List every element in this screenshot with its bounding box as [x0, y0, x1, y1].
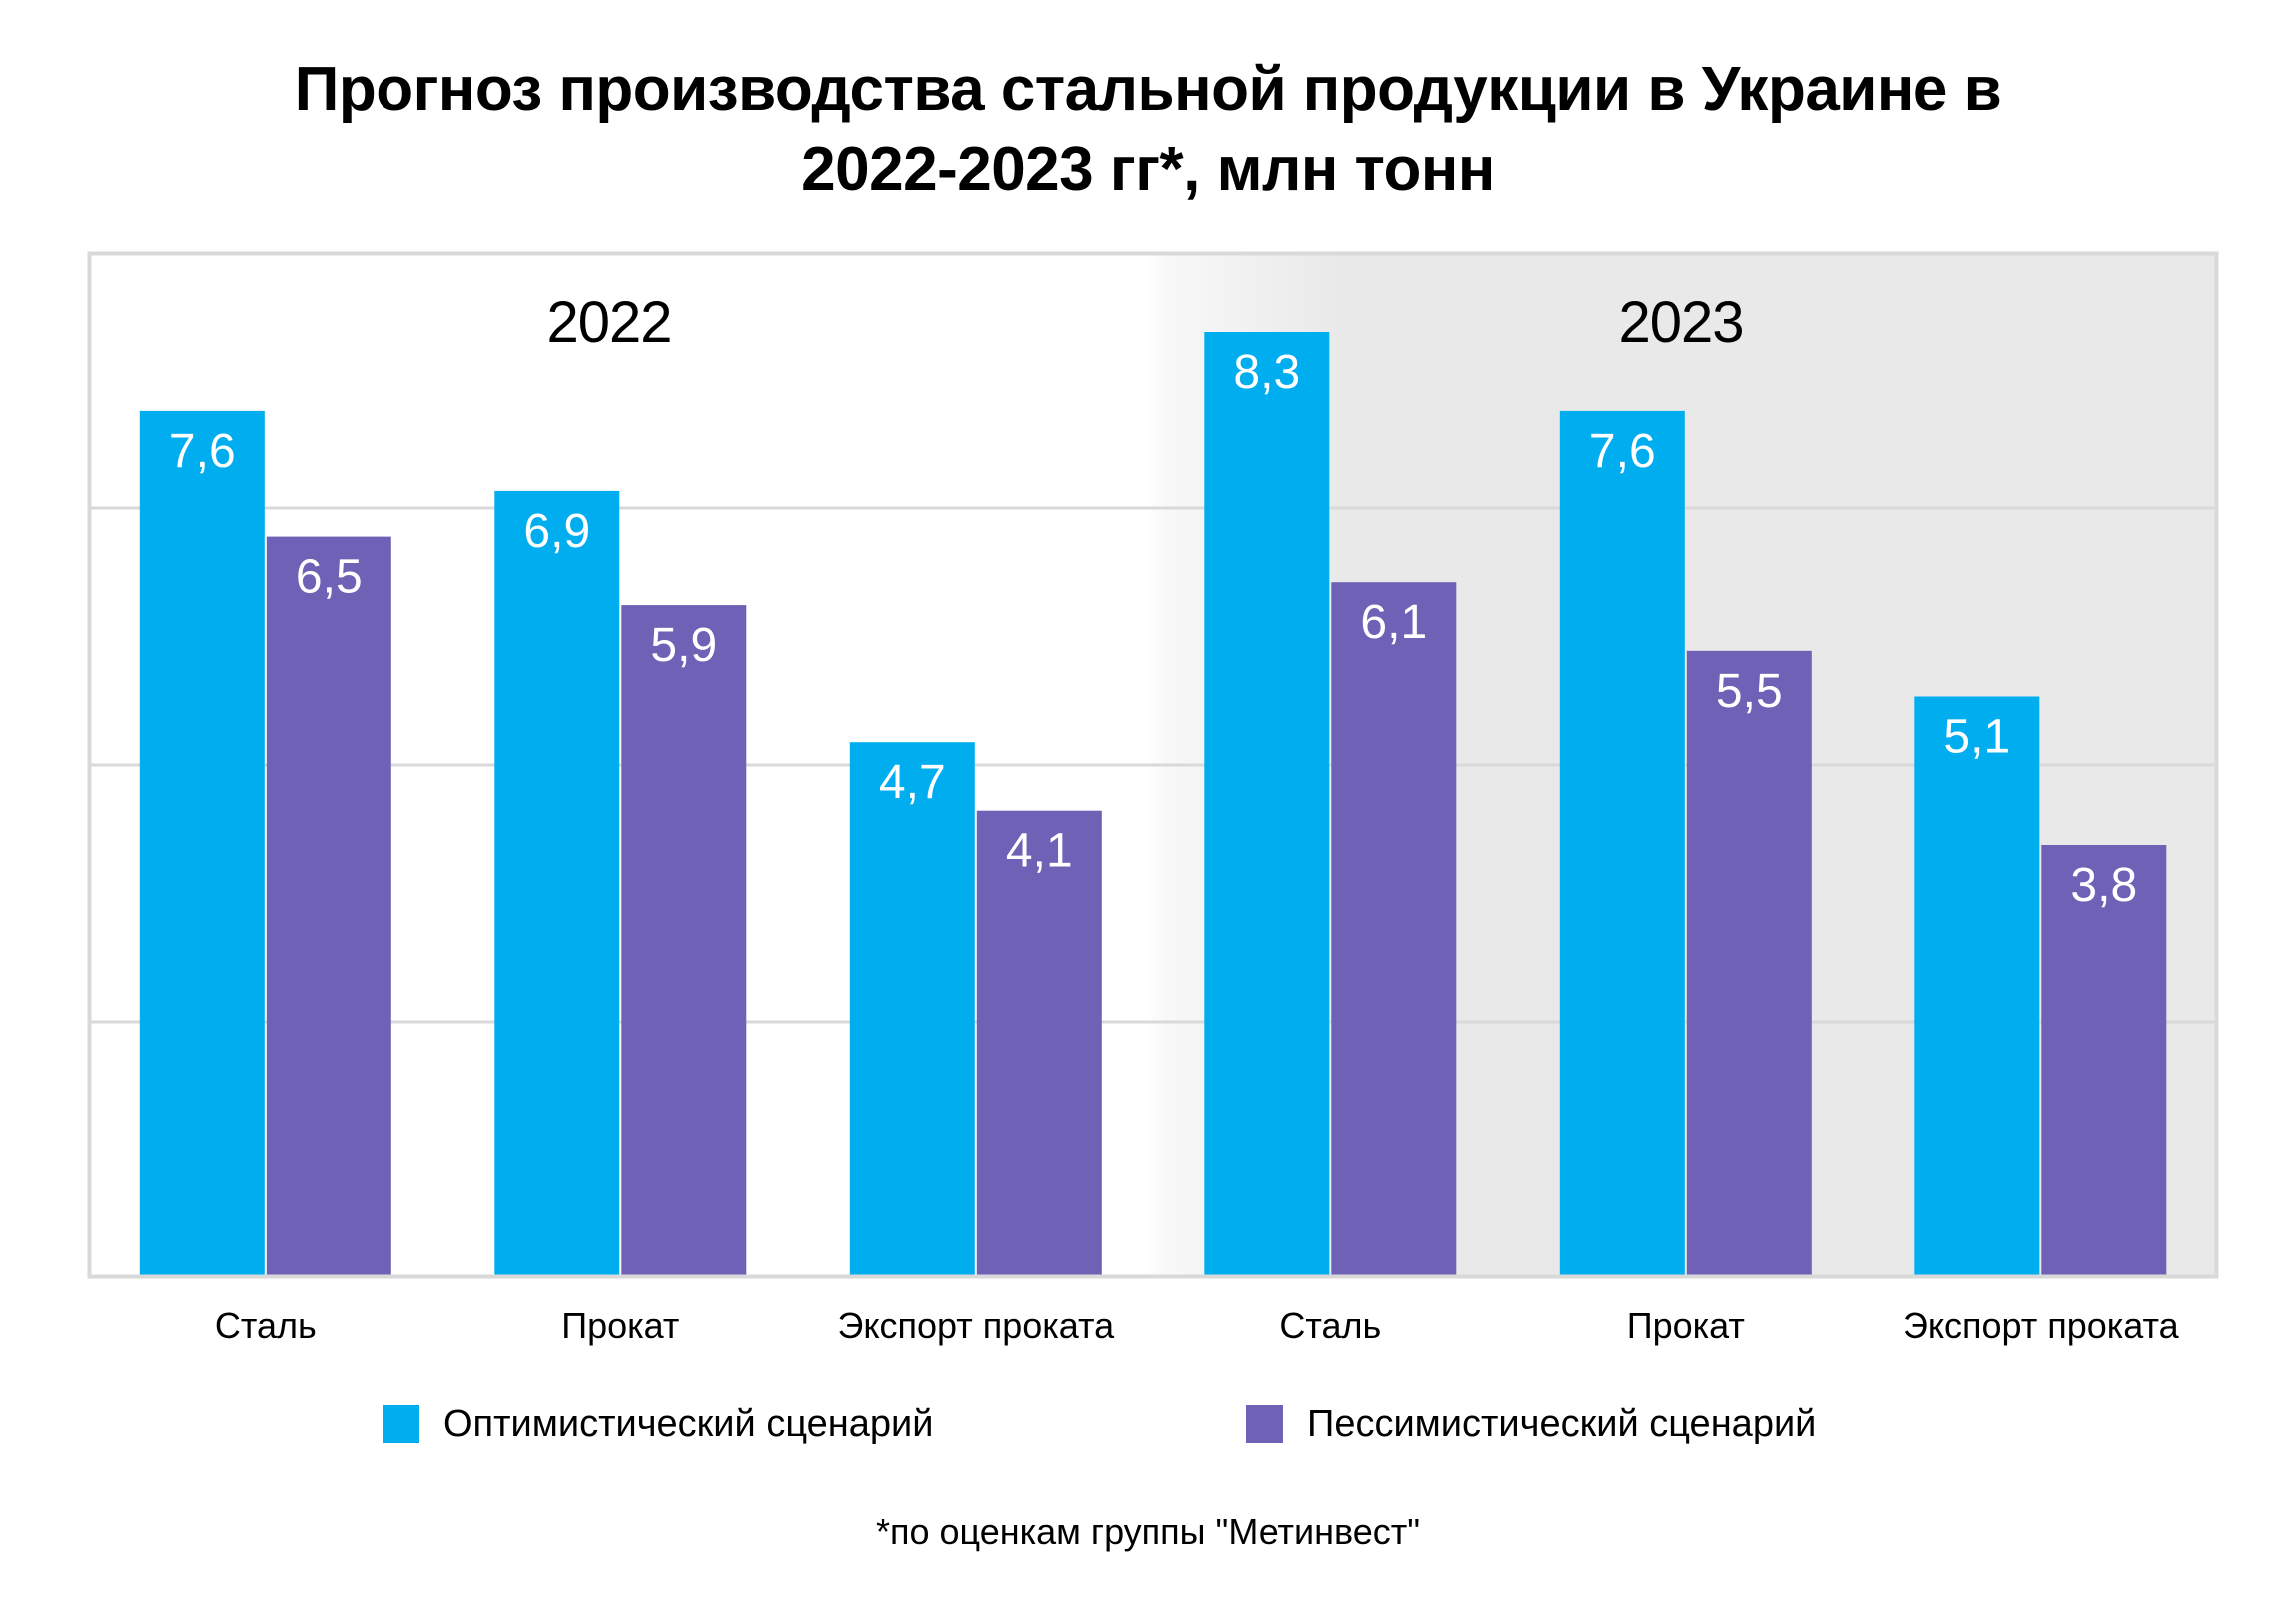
x-axis-label-6: Экспорт проката — [1903, 1305, 2180, 1346]
legend-swatch-optimistic — [383, 1405, 419, 1443]
x-axis-label-3: Экспорт проката — [837, 1305, 1115, 1346]
bar-pessimistic-3 — [976, 810, 1102, 1278]
legend-swatch-pessimistic — [1246, 1405, 1283, 1443]
bar-pessimistic-6 — [2041, 845, 2167, 1278]
bar-value-label-pessimistic-6: 3,8 — [2070, 859, 2137, 912]
bar-value-label-pessimistic-4: 6,1 — [1360, 596, 1427, 649]
bar-value-label-pessimistic-3: 4,1 — [1006, 825, 1073, 878]
x-axis-label-4: Сталь — [1279, 1305, 1381, 1346]
bar-optimistic-5 — [1559, 410, 1685, 1278]
bar-value-label-optimistic-6: 5,1 — [1943, 711, 2010, 764]
bar-pessimistic-2 — [621, 605, 747, 1278]
gridlines — [88, 506, 2218, 1024]
x-axis-label-1: Сталь — [215, 1305, 317, 1346]
bars — [139, 332, 2167, 1278]
legend-item-optimistic: Оптимистический сценарий — [383, 1404, 934, 1444]
bar-pessimistic-5 — [1686, 650, 1812, 1278]
bar-value-label-optimistic-2: 6,9 — [523, 505, 590, 558]
bar-value-label-optimistic-3: 4,7 — [879, 756, 946, 809]
bar-optimistic-6 — [1914, 696, 2040, 1278]
chart-title-line-2: 2022-2023 гг*, млн тонн — [801, 135, 1495, 204]
bar-value-label-optimistic-4: 8,3 — [1233, 346, 1300, 399]
x-axis-label-5: Прокат — [1627, 1305, 1745, 1346]
bar-optimistic-2 — [494, 490, 620, 1278]
bar-pessimistic-4 — [1331, 582, 1457, 1278]
x-axis-label-2: Прокат — [561, 1305, 679, 1346]
panel-label-2022: 2022 — [546, 290, 671, 355]
chart-title-line-1: Прогноз производства стальной продукции … — [294, 55, 2002, 124]
legend-item-pessimistic: Пессимистический сценарий — [1246, 1404, 1816, 1444]
bar-value-label-pessimistic-5: 5,5 — [1716, 665, 1783, 718]
x-axis-labels: Сталь Прокат Экспорт проката Сталь Прокат Экс… — [215, 1305, 2180, 1346]
bar-value-label-pessimistic-2: 5,9 — [650, 619, 717, 672]
legend-label-optimistic: Оптимистический сценарий — [443, 1403, 934, 1445]
bar-value-label-pessimistic-1: 6,5 — [296, 551, 363, 604]
bar-optimistic-4 — [1204, 332, 1330, 1278]
bar-value-label-optimistic-1: 7,6 — [169, 425, 236, 478]
plot-area-border — [87, 251, 2219, 1279]
bar-value-label-optimistic-5: 7,6 — [1589, 425, 1656, 478]
footnote: *по оценкам группы "Метинвест" — [875, 1511, 1421, 1552]
bar-optimistic-3 — [849, 742, 975, 1278]
bar-value-labels: 7,6 6,5 6,9 5,9 4,7 4,1 8,3 6,1 7,6 5,5 5,1 3,8 — [169, 346, 2137, 912]
chart-title: Прогноз производства стальной продукции … — [0, 50, 2296, 210]
legend-label-pessimistic: Пессимистический сценарий — [1307, 1403, 1817, 1445]
panel-label-2023: 2023 — [1618, 290, 1743, 355]
bar-pessimistic-1 — [266, 536, 391, 1278]
bar-optimistic-1 — [139, 410, 265, 1278]
